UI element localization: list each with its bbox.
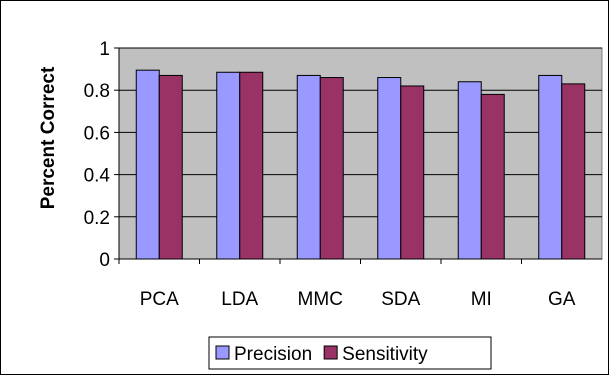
legend-label-sensitivity: Sensitivity xyxy=(342,344,428,365)
bar-sensitivity-ga xyxy=(561,83,586,260)
y-tick-label: 0.2 xyxy=(84,208,110,229)
bar-precision-lda xyxy=(216,71,241,260)
y-tick-label: 1 xyxy=(99,39,110,60)
bar-sensitivity-mi xyxy=(480,93,505,260)
y-axis-title: Percent Correct xyxy=(38,66,59,209)
legend-label-precision: Precision xyxy=(234,344,312,365)
bar-precision-mmc xyxy=(296,74,321,260)
bar-sensitivity-lda xyxy=(239,71,264,260)
x-category-label: PCA xyxy=(140,289,179,310)
x-category-label: SDA xyxy=(381,289,420,310)
x-category-label: MMC xyxy=(298,289,343,310)
bar-sensitivity-sda xyxy=(400,85,425,260)
x-category-label: LDA xyxy=(221,289,258,310)
y-tick-label: 0.8 xyxy=(84,81,110,102)
legend-box xyxy=(208,336,492,370)
bar-precision-pca xyxy=(135,69,160,260)
legend: Precision Sensitivity xyxy=(208,336,492,370)
y-tick-label: 0 xyxy=(99,250,110,271)
x-category-label: MI xyxy=(471,289,492,310)
x-category-label: GA xyxy=(548,289,576,310)
bar-precision-mi xyxy=(457,81,482,260)
bar-precision-sda xyxy=(377,77,402,260)
bar-sensitivity-mmc xyxy=(319,77,344,260)
y-tick-label: 0.6 xyxy=(84,123,110,144)
plot-area: 0 0.2 0.4 0.6 0.8 1 PCA LDA MMC SDA MI GA xyxy=(84,39,603,310)
legend-swatch-precision xyxy=(215,345,230,360)
legend-swatch-sensitivity xyxy=(323,345,338,360)
y-tick-label: 0.4 xyxy=(84,166,111,187)
bar-sensitivity-pca xyxy=(158,74,183,260)
bar-precision-ga xyxy=(538,74,563,260)
plot-background xyxy=(118,47,603,260)
